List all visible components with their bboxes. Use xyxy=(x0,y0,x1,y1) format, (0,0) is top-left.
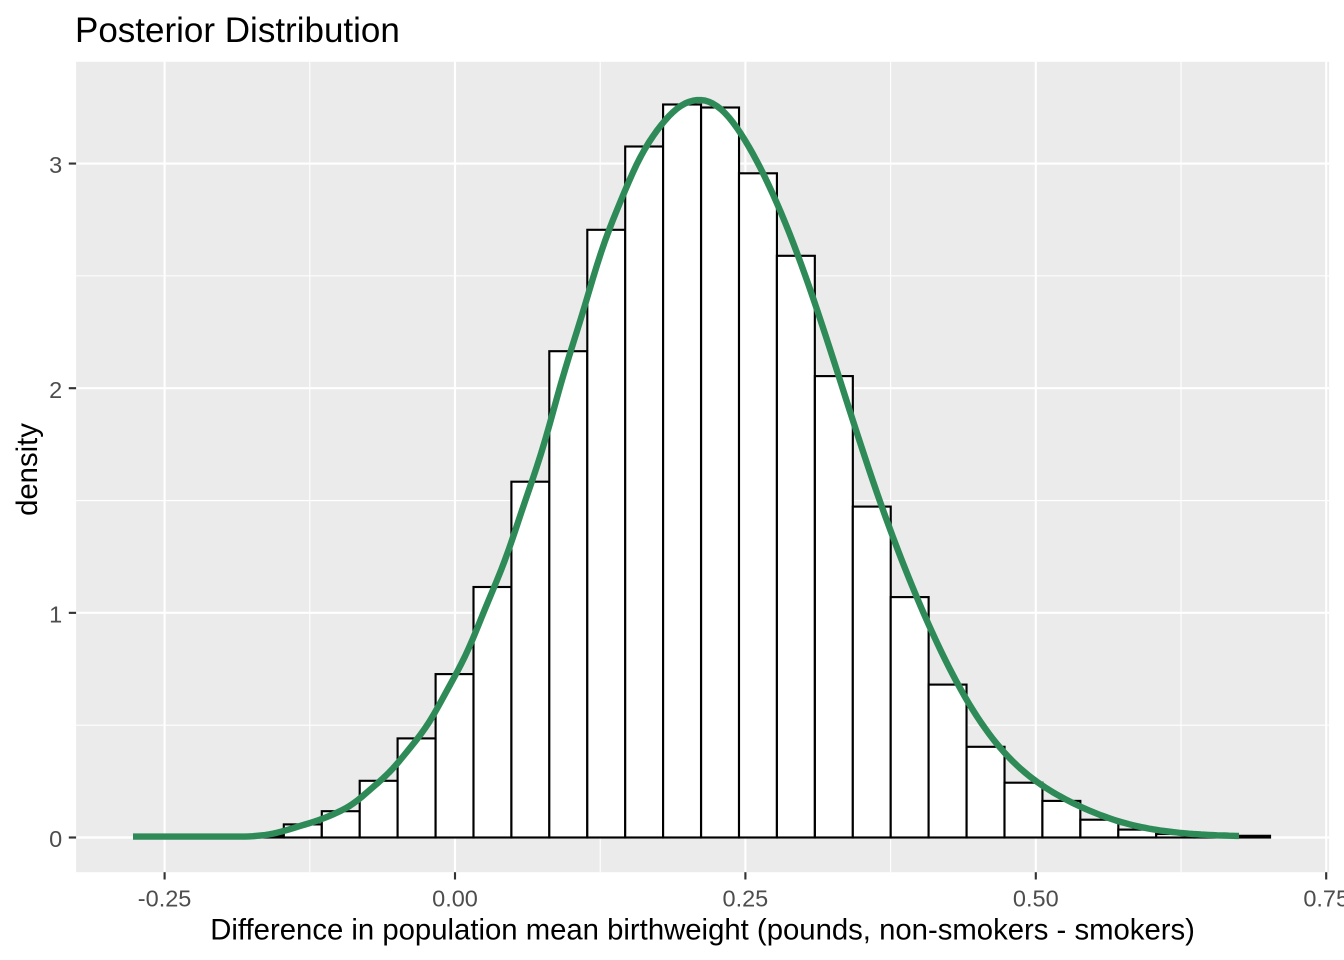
svg-text:0.25: 0.25 xyxy=(723,886,769,912)
svg-text:0.75: 0.75 xyxy=(1303,886,1344,912)
svg-text:Posterior Distribution: Posterior Distribution xyxy=(75,11,400,50)
svg-text:density: density xyxy=(11,423,44,516)
svg-text:3: 3 xyxy=(49,152,62,178)
svg-text:0.00: 0.00 xyxy=(432,886,478,912)
svg-text:-0.25: -0.25 xyxy=(138,886,192,912)
svg-text:2: 2 xyxy=(49,377,62,403)
svg-text:1: 1 xyxy=(49,601,62,627)
svg-text:Difference in population mean: Difference in population mean birthweigh… xyxy=(210,914,1195,947)
svg-text:0: 0 xyxy=(49,826,62,852)
svg-text:0.50: 0.50 xyxy=(1013,886,1059,912)
